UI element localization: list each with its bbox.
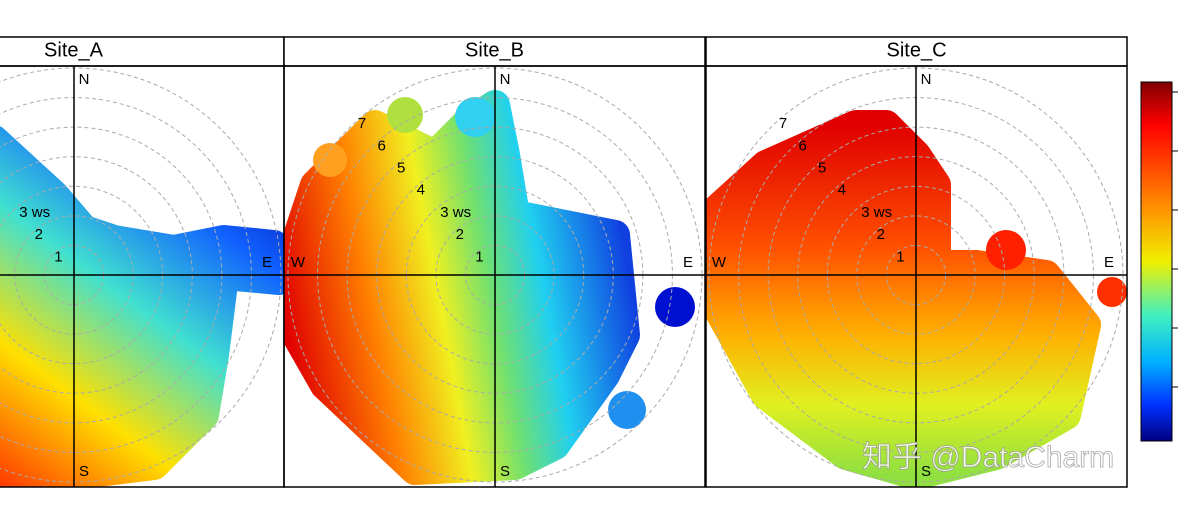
direction-label: E: [262, 254, 272, 271]
surface-blob: [986, 230, 1026, 270]
direction-label: W: [291, 254, 306, 271]
direction-label: N: [921, 71, 932, 88]
surface-blob: [387, 97, 423, 133]
radial-tick-label: 3 ws: [19, 204, 50, 221]
radial-tick-label: 6: [377, 137, 385, 154]
strip: [0, 36, 285, 67]
panel-border: [705, 65, 1128, 488]
direction-label: S: [500, 463, 510, 480]
direction-label: S: [79, 463, 89, 480]
radial-tick-label: 6: [798, 137, 806, 154]
radial-tick-label: 4: [417, 182, 425, 199]
panel: 12 3 ws N E S: [0, 66, 284, 487]
panel-title: Site_B: [465, 39, 524, 61]
radial-tick-label: 1: [896, 248, 904, 265]
color-bar-ticks: [1172, 91, 1178, 388]
panel-title: Site_C: [886, 39, 946, 61]
radial-tick-label: 2: [877, 226, 885, 243]
surface-blob: [655, 287, 695, 327]
direction-label: S: [921, 463, 931, 480]
radial-tick-label: 4: [838, 182, 846, 199]
radial-tick-label: 1: [54, 248, 62, 265]
surface-blob: [1097, 277, 1127, 307]
radial-tick-label: 3 ws: [440, 204, 471, 221]
strip: [283, 36, 706, 67]
direction-label: E: [683, 254, 693, 271]
direction-label: N: [500, 71, 511, 88]
direction-label: E: [1104, 254, 1114, 271]
direction-label: W: [712, 254, 727, 271]
radial-tick-label: 7: [779, 115, 787, 132]
color-bar: [1140, 81, 1173, 442]
panel-title: Site_A: [44, 39, 104, 61]
watermark: 知乎 @DataCharm: [862, 441, 1114, 474]
surface-blob: [608, 391, 646, 429]
surface-blob: [455, 97, 495, 137]
radial-tick-label: 1: [475, 248, 483, 265]
surface: [0, 126, 284, 487]
radial-tick-label: 3 ws: [861, 204, 892, 221]
radial-tick-label: 5: [818, 160, 826, 177]
radial-tick-label: 7: [358, 115, 366, 132]
radial-tick-label: 5: [397, 160, 405, 177]
direction-label: N: [79, 71, 90, 88]
radial-tick-label: 2: [35, 226, 43, 243]
radial-tick-label: 2: [456, 226, 464, 243]
strip: [705, 36, 1128, 67]
panel-border: [283, 65, 706, 488]
surface-blob: [313, 143, 347, 177]
